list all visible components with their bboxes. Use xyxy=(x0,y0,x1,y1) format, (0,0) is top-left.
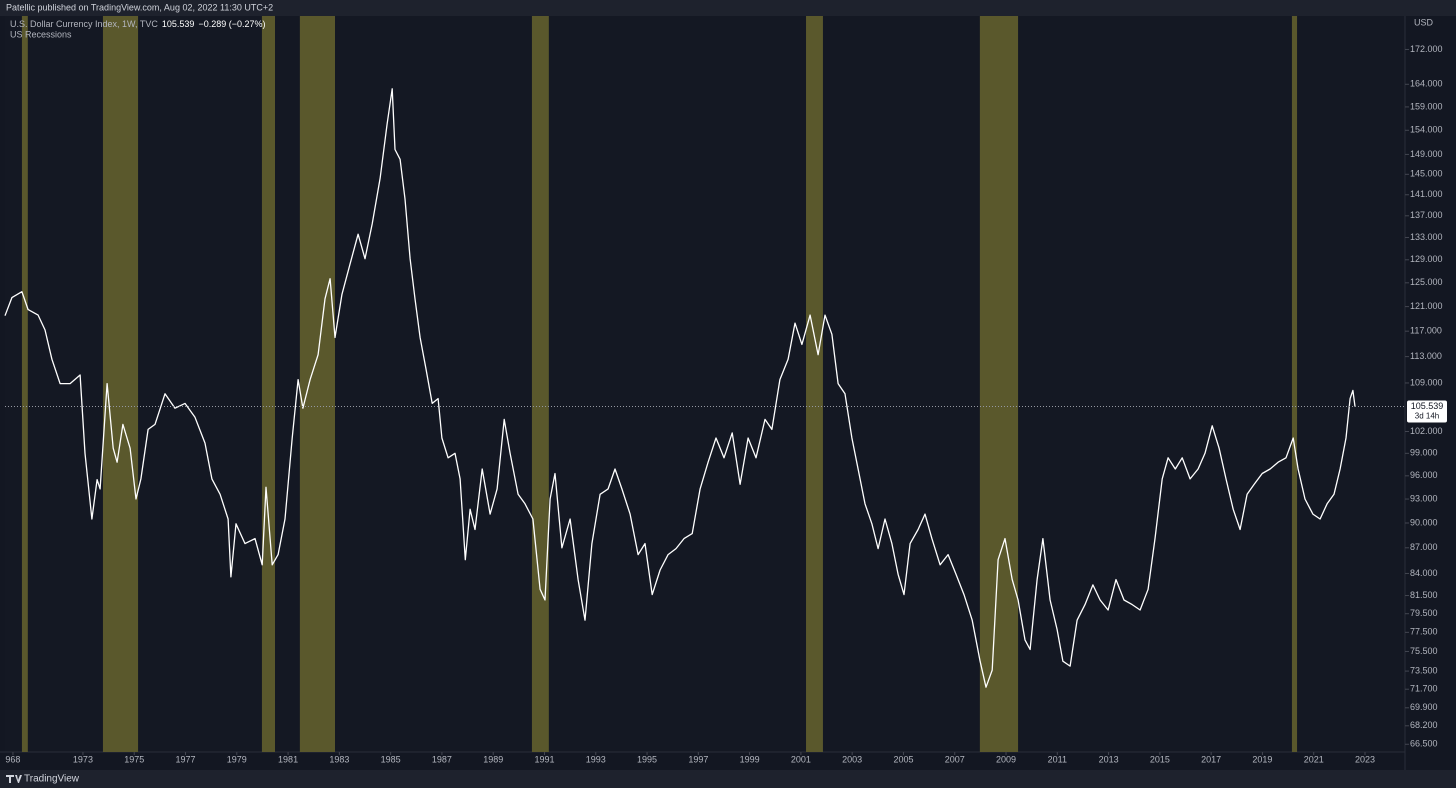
last-price-box xyxy=(1407,400,1447,423)
x-tick-label: 2003 xyxy=(842,754,862,764)
recession-band xyxy=(21,16,28,752)
x-tick-label: 1983 xyxy=(329,754,349,764)
countdown-label: 3d 14h xyxy=(1415,412,1439,421)
last-price-label: 105.539 xyxy=(1411,401,1444,411)
x-tick-label: 2007 xyxy=(945,754,965,764)
y-tick-label: 84.000 xyxy=(1410,568,1438,578)
x-tick-label: 1993 xyxy=(586,754,606,764)
recession-band xyxy=(102,16,139,752)
y-unit: USD xyxy=(1414,17,1434,27)
y-tick-label: 133.000 xyxy=(1410,232,1443,242)
y-tick-label: 121.000 xyxy=(1410,301,1443,311)
logo xyxy=(6,775,22,783)
y-tick-label: 66.500 xyxy=(1410,739,1438,749)
x-tick-label: 1997 xyxy=(688,754,708,764)
y-tick-label: 77.500 xyxy=(1410,627,1438,637)
y-tick-label: 113.000 xyxy=(1410,351,1442,361)
y-tick-label: 102.000 xyxy=(1410,426,1443,436)
x-tick-label: 1989 xyxy=(483,754,503,764)
y-tick-label: 137.000 xyxy=(1410,210,1443,220)
recession-band xyxy=(979,16,1019,752)
legend-line: U.S. Dollar Currency Index, 1W, TVC 105.5… xyxy=(10,19,266,29)
plot-area xyxy=(5,16,1405,752)
y-tick-label: 79.500 xyxy=(1410,608,1438,618)
x-tick-label: 1999 xyxy=(740,754,760,764)
x-tick-label: 2001 xyxy=(791,754,811,764)
y-tick-label: 154.000 xyxy=(1410,125,1443,135)
legend-value: 105.539 xyxy=(162,19,195,29)
y-tick-label: 93.000 xyxy=(1410,493,1438,503)
x-tick-label: 2021 xyxy=(1304,754,1324,764)
y-tick-label: 75.500 xyxy=(1410,646,1438,656)
recession-band xyxy=(299,16,335,752)
x-tick-label: 2005 xyxy=(893,754,913,764)
recession-band xyxy=(531,16,549,752)
y-tick-label: 90.000 xyxy=(1410,517,1438,527)
y-tick-label: 69.900 xyxy=(1410,702,1438,712)
legend-change: −0.289 (−0.27%) xyxy=(198,19,265,29)
x-tick-label: 1985 xyxy=(381,754,401,764)
footer-text: TradingView xyxy=(24,774,80,785)
x-tick-label: 2019 xyxy=(1252,754,1272,764)
x-tick-label: 1977 xyxy=(175,754,195,764)
x-tick-label: 2011 xyxy=(1048,754,1067,764)
y-tick-label: 149.000 xyxy=(1410,149,1443,159)
y-tick-label: 99.000 xyxy=(1410,448,1438,458)
y-tick-label: 109.000 xyxy=(1410,377,1443,387)
price-line xyxy=(4,88,1356,688)
y-tick-label: 117.000 xyxy=(1410,326,1442,336)
x-tick-label: 1975 xyxy=(124,754,144,764)
y-tick-label: 68.200 xyxy=(1410,720,1438,730)
x-tick-label: 2017 xyxy=(1201,754,1221,764)
x-tick-label: 1973 xyxy=(73,754,93,764)
x-tick-label: 1995 xyxy=(637,754,657,764)
x-tick-label: 1991 xyxy=(534,754,554,764)
x-tick-label: 968 xyxy=(5,754,20,764)
x-tick-label: 2023 xyxy=(1355,754,1375,764)
x-tick-label: 1987 xyxy=(432,754,452,764)
y-tick-label: 129.000 xyxy=(1410,254,1443,264)
y-tick-label: 164.000 xyxy=(1410,79,1443,89)
y-tick-label: 71.700 xyxy=(1410,684,1438,694)
y-tick-label: 159.000 xyxy=(1410,101,1443,111)
y-tick-label: 172.000 xyxy=(1410,44,1443,54)
y-tick-label: 141.000 xyxy=(1410,189,1443,199)
y-tick-label: 96.000 xyxy=(1410,470,1438,480)
y-tick-label: 73.500 xyxy=(1410,665,1438,675)
y-tick-label: 125.000 xyxy=(1410,277,1443,287)
legend-recessions: US Recessions xyxy=(10,29,72,39)
x-tick-label: 2009 xyxy=(996,754,1016,764)
footer-bar xyxy=(0,770,1456,788)
y-tick-label: 87.000 xyxy=(1410,542,1438,552)
header-bar xyxy=(0,0,1456,16)
recession-band xyxy=(261,16,275,752)
recession-band xyxy=(1291,16,1298,752)
x-tick-label: 1981 xyxy=(278,754,298,764)
y-tick-label: 145.000 xyxy=(1410,169,1443,179)
x-tick-label: 2013 xyxy=(1099,754,1119,764)
header-text: Patellic published on TradingView.com, A… xyxy=(6,2,273,12)
y-tick-label: 81.500 xyxy=(1410,590,1438,600)
x-tick-label: 1979 xyxy=(227,754,247,764)
x-tick-label: 2015 xyxy=(1150,754,1170,764)
recession-band xyxy=(806,16,823,752)
legend-symbol: U.S. Dollar Currency Index, 1W, TVC xyxy=(10,19,158,29)
